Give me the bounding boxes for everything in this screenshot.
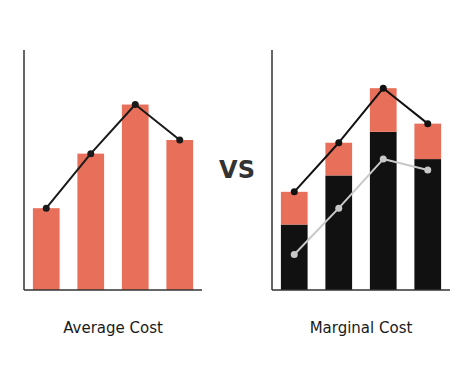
- marker: [380, 156, 387, 163]
- line: [294, 159, 428, 254]
- bar: [122, 105, 149, 290]
- marker: [335, 139, 342, 146]
- line: [46, 105, 180, 209]
- bar: [281, 192, 308, 225]
- bar: [33, 208, 60, 290]
- title: Average Cost: [63, 319, 163, 337]
- bar: [414, 124, 441, 159]
- bar: [281, 225, 308, 290]
- marker: [291, 188, 298, 195]
- bar: [414, 159, 441, 290]
- marker: [132, 101, 139, 108]
- marker: [87, 150, 94, 157]
- bar: [370, 132, 397, 290]
- marker: [380, 85, 387, 92]
- panel: [272, 50, 450, 290]
- y-axis: [23, 50, 25, 290]
- x-axis: [272, 289, 450, 291]
- chart: Average Cost VS Marginal Cost: [0, 0, 474, 379]
- marker: [176, 137, 183, 144]
- marker: [43, 205, 50, 212]
- bar: [77, 154, 104, 290]
- marker: [424, 120, 431, 127]
- marker: [291, 251, 298, 258]
- bar: [166, 140, 193, 290]
- panel: [24, 50, 202, 290]
- y-axis: [271, 50, 273, 290]
- plot-area: [281, 85, 441, 290]
- x-axis: [24, 289, 202, 291]
- bar: [325, 175, 352, 290]
- bar: [325, 143, 352, 176]
- annotation: VS: [219, 156, 255, 184]
- plot-area: [33, 101, 193, 290]
- line: [294, 88, 428, 192]
- title: Marginal Cost: [310, 319, 413, 337]
- marker: [424, 167, 431, 174]
- marker: [335, 205, 342, 212]
